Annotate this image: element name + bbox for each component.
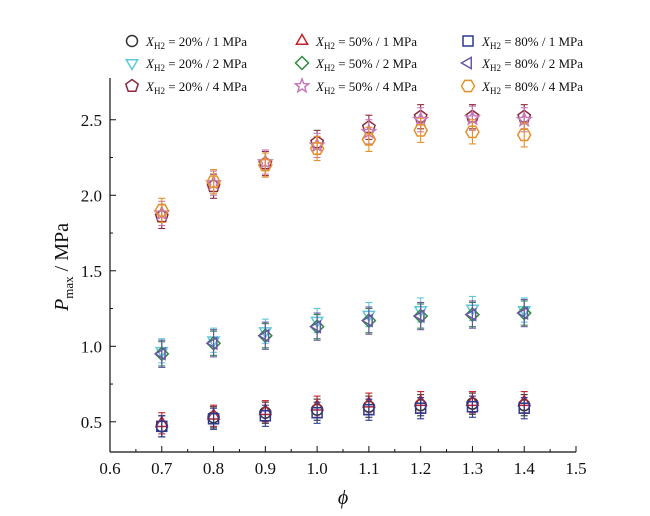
legend-label: XH2 = 20% / 1 MPa (145, 34, 247, 51)
x-tick-label: 0.6 (99, 459, 120, 478)
x-tick-label: 0.8 (203, 459, 224, 478)
data-point (257, 158, 273, 172)
data-point (412, 309, 425, 324)
legend-label: XH2 = 20% / 2 MPa (145, 56, 247, 73)
legend-label: XH2 = 50% / 1 MPa (315, 34, 417, 51)
x-tick-label: 1.4 (514, 459, 536, 478)
legend-entry: XH2 = 80% / 1 MPa (462, 34, 583, 51)
plot-area (153, 104, 533, 438)
legend-label: XH2 = 50% / 2 MPa (315, 56, 417, 73)
data-point (257, 328, 270, 343)
legend: XH2 = 20% / 1 MPa XH2 = 50% / 1 MPa XH2 = … (124, 33, 583, 96)
data-point (413, 123, 429, 137)
legend-label: XH2 = 80% / 2 MPa (481, 56, 583, 73)
legend-entry: XH2 = 20% / 4 MPa (124, 78, 247, 96)
y-tick-label: 2.0 (81, 186, 102, 205)
x-tick-label: 1.1 (358, 459, 379, 478)
data-point (414, 402, 427, 414)
legend-entry: XH2 = 20% / 1 MPa (125, 34, 247, 51)
legend-entry: XH2 = 50% / 2 MPa (294, 55, 417, 73)
x-tick-label: 1.2 (410, 459, 431, 478)
data-point (309, 319, 322, 334)
y-tick-label: 1.0 (81, 337, 102, 356)
legend-marker (460, 56, 472, 70)
data-point (154, 203, 170, 217)
x-axis-label: ϕ (338, 487, 348, 509)
data-point (156, 420, 168, 433)
series-8 (153, 105, 533, 227)
legend-marker (125, 34, 139, 48)
legend-label: XH2 = 80% / 4 MPa (481, 79, 583, 96)
y-tick-label: 1.5 (81, 262, 102, 281)
x-tick-label: 1.5 (565, 459, 586, 478)
data-point (360, 313, 373, 328)
legend-marker (124, 78, 140, 93)
series-9 (154, 117, 532, 223)
data-point (361, 133, 377, 146)
legend-entry: XH2 = 50% / 1 MPa (295, 33, 417, 51)
data-point (309, 142, 325, 155)
series-6 (153, 298, 529, 368)
x-tick-label: 0.9 (255, 459, 276, 478)
y-axis-label: Pmax / MPa (51, 223, 76, 312)
x-tick-label: 0.7 (151, 459, 173, 478)
legend-label: XH2 = 80% / 1 MPa (481, 34, 583, 51)
series-1 (155, 392, 531, 438)
legend-label: XH2 = 20% / 4 MPa (145, 79, 247, 96)
legend-entry: XH2 = 20% / 2 MPa (125, 56, 247, 73)
data-point (205, 336, 218, 351)
y-tick-label: 2.5 (81, 111, 102, 130)
legend-entry: XH2 = 80% / 2 MPa (460, 56, 583, 73)
data-point (207, 413, 220, 425)
legend-marker (295, 33, 309, 45)
series-3 (156, 395, 530, 438)
legend-marker (462, 35, 474, 47)
series-5 (154, 300, 532, 367)
data-point (311, 406, 323, 419)
legend-entry: XH2 = 80% / 4 MPa (460, 79, 583, 96)
legend-marker (125, 59, 139, 71)
axes: 0.6 0.7 0.8 0.9 1.0 1.1 1.2 1.3 1.4 1.5 0.5 1.0 1.5 2… (51, 78, 587, 509)
legend-marker (460, 79, 476, 93)
data-point (466, 400, 479, 413)
data-point (259, 410, 272, 422)
data-point (206, 175, 221, 189)
legend-label: XH2 = 50% / 4 MPa (315, 79, 417, 96)
data-point (465, 125, 480, 139)
legend-entry: XH2 = 50% / 4 MPa (293, 76, 417, 96)
legend-marker (293, 76, 311, 94)
data-point (153, 346, 166, 361)
legend-marker (294, 55, 310, 71)
x-tick-label: 1.0 (306, 459, 327, 478)
y-tick-label: 0.5 (81, 413, 102, 432)
data-point (516, 306, 529, 320)
data-point (516, 128, 532, 142)
data-point (363, 403, 375, 416)
data-point (464, 307, 477, 322)
x-tick-label: 1.3 (462, 459, 483, 478)
data-point (518, 402, 530, 414)
